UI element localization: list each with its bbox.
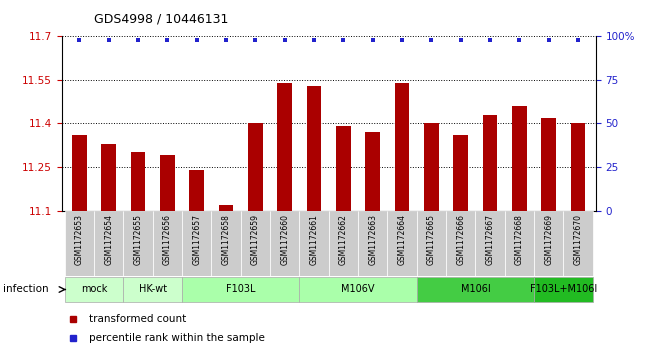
Text: transformed count: transformed count	[89, 314, 186, 325]
Bar	[505, 211, 534, 276]
Bar	[124, 277, 182, 302]
Bar	[534, 277, 592, 302]
Bar	[424, 123, 439, 211]
Bar	[483, 115, 497, 211]
Bar	[387, 211, 417, 276]
Bar	[358, 211, 387, 276]
Text: GSM1172654: GSM1172654	[104, 214, 113, 265]
Text: GSM1172668: GSM1172668	[515, 214, 524, 265]
Bar	[124, 211, 153, 276]
Bar	[160, 155, 174, 211]
Bar	[512, 106, 527, 211]
Bar	[270, 211, 299, 276]
Bar	[534, 211, 563, 276]
Bar	[248, 123, 263, 211]
Bar	[329, 211, 358, 276]
Text: HK-wt: HK-wt	[139, 284, 167, 294]
Bar	[299, 211, 329, 276]
Text: GSM1172655: GSM1172655	[133, 214, 143, 265]
Text: infection: infection	[3, 285, 49, 294]
Bar	[72, 135, 87, 211]
Bar	[182, 211, 212, 276]
Bar	[395, 83, 409, 211]
Text: GSM1172659: GSM1172659	[251, 214, 260, 265]
Text: GSM1172665: GSM1172665	[427, 214, 436, 265]
Bar	[417, 211, 446, 276]
Text: GSM1172653: GSM1172653	[75, 214, 84, 265]
Text: GSM1172661: GSM1172661	[310, 214, 318, 265]
Bar	[446, 211, 475, 276]
Bar	[336, 126, 351, 211]
Bar	[542, 118, 556, 211]
Bar	[131, 152, 145, 211]
Text: M106I: M106I	[460, 284, 490, 294]
Text: percentile rank within the sample: percentile rank within the sample	[89, 333, 264, 343]
Bar	[571, 123, 585, 211]
Text: GSM1172664: GSM1172664	[398, 214, 407, 265]
Bar	[475, 211, 505, 276]
Bar	[153, 211, 182, 276]
Text: M106V: M106V	[341, 284, 375, 294]
Bar	[299, 277, 417, 302]
Bar	[189, 170, 204, 211]
Text: F103L+M106I: F103L+M106I	[530, 284, 597, 294]
Text: GSM1172670: GSM1172670	[574, 214, 583, 265]
Bar	[182, 277, 299, 302]
Bar	[102, 144, 116, 211]
Text: GDS4998 / 10446131: GDS4998 / 10446131	[94, 12, 229, 25]
Text: mock: mock	[81, 284, 107, 294]
Bar	[307, 86, 322, 211]
Text: GSM1172666: GSM1172666	[456, 214, 465, 265]
Bar	[219, 205, 234, 211]
Bar	[94, 211, 124, 276]
Bar	[212, 211, 241, 276]
Bar	[65, 277, 124, 302]
Bar	[417, 277, 534, 302]
Text: GSM1172656: GSM1172656	[163, 214, 172, 265]
Text: GSM1172667: GSM1172667	[486, 214, 495, 265]
Bar	[65, 211, 94, 276]
Text: F103L: F103L	[226, 284, 255, 294]
Bar	[453, 135, 468, 211]
Text: GSM1172660: GSM1172660	[281, 214, 289, 265]
Bar	[365, 132, 380, 211]
Text: GSM1172662: GSM1172662	[339, 214, 348, 265]
Bar	[563, 211, 592, 276]
Text: GSM1172663: GSM1172663	[368, 214, 377, 265]
Text: GSM1172657: GSM1172657	[192, 214, 201, 265]
Bar	[277, 83, 292, 211]
Text: GSM1172658: GSM1172658	[221, 214, 230, 265]
Text: GSM1172669: GSM1172669	[544, 214, 553, 265]
Bar	[241, 211, 270, 276]
